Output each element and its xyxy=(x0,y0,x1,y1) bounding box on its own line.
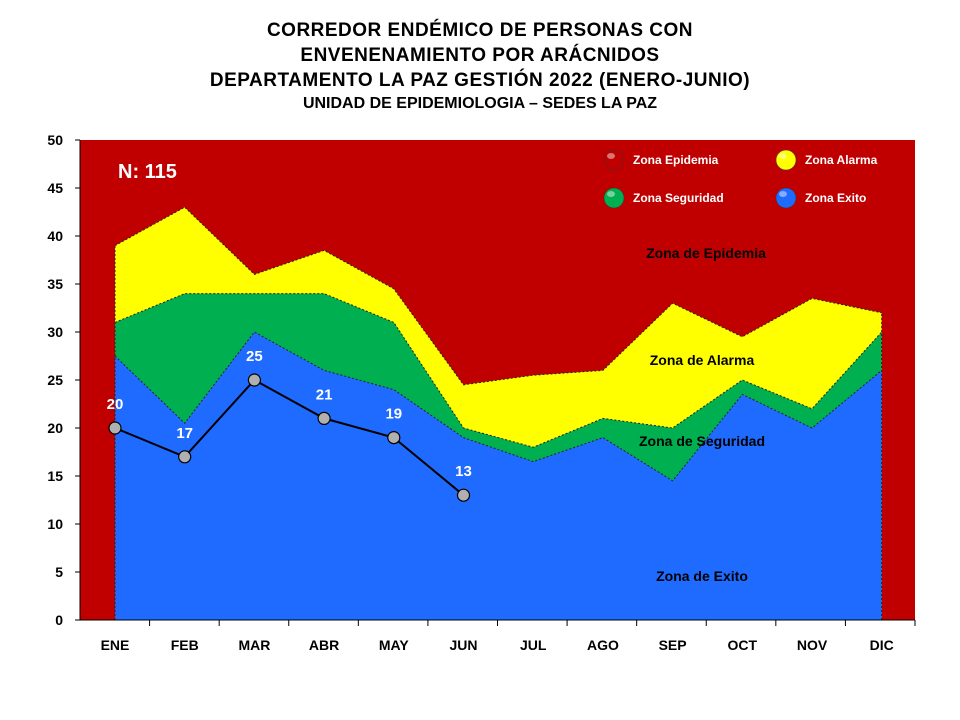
title-line-1: CORREDOR ENDÉMICO DE PERSONAS CON xyxy=(266,20,694,41)
legend-item: Zona Exito xyxy=(775,187,866,209)
legend-swatch-highlight xyxy=(607,191,615,197)
y-tick-label: 5 xyxy=(55,564,63,580)
legend-item: Zona Seguridad xyxy=(603,187,724,209)
zone-label-seguridad: Zona de Seguridad xyxy=(639,433,765,449)
legend-item: Zona Alarma xyxy=(775,149,878,171)
n-count-label: N: 115 xyxy=(118,161,177,183)
observed-series-line xyxy=(114,378,465,496)
observed-data-label: 19 xyxy=(385,406,402,423)
legend-label: Zona Alarma xyxy=(805,153,878,167)
x-tick-label: MAR xyxy=(238,637,270,653)
observed-point xyxy=(108,421,122,435)
y-tick-label: 0 xyxy=(55,612,63,628)
legend-item: Zona Epidemia xyxy=(603,149,719,171)
x-tick-label: SEP xyxy=(659,637,687,653)
x-tick-label: FEB xyxy=(171,637,199,653)
legend-swatch-highlight xyxy=(607,153,615,159)
legend: Zona Epidemia Zona Alarma Zona Seguridad Zo… xyxy=(603,149,878,209)
legend-swatch xyxy=(603,149,625,171)
y-tick-label: 50 xyxy=(47,132,63,148)
x-tick-label: OCT xyxy=(728,637,758,653)
x-tick-label: ABR xyxy=(309,637,339,653)
axes: 0 5 10 15 20 25 30 35 40 45 50 ENE FEB MAR ABR MAY JUN JU… xyxy=(47,132,916,653)
observed-data-label: 25 xyxy=(246,348,263,365)
legend-swatch xyxy=(603,187,625,209)
observed-data-label: 13 xyxy=(455,463,472,480)
observed-data-label: 17 xyxy=(176,425,193,442)
legend-swatch-highlight xyxy=(779,153,787,159)
y-tick-label: 15 xyxy=(47,468,63,484)
observed-point xyxy=(247,373,261,387)
y-tick-label: 40 xyxy=(47,228,63,244)
y-tick-label: 25 xyxy=(47,372,63,388)
legend-swatch xyxy=(775,149,797,171)
x-tick-label: DIC xyxy=(870,637,894,653)
observed-data-label: 20 xyxy=(107,396,124,413)
zone-exito-area xyxy=(115,332,882,620)
x-tick-label: JUN xyxy=(449,637,477,653)
legend-label: Zona Epidemia xyxy=(633,153,719,167)
title-line-4: UNIDAD DE EPIDEMIOLOGIA – SEDES LA PAZ xyxy=(302,95,658,112)
y-tick-label: 45 xyxy=(47,180,63,196)
chart-title: CORREDOR ENDÉMICO DE PERSONAS CON ENVENE… xyxy=(0,18,960,115)
y-tick-label: 30 xyxy=(47,324,63,340)
observed-point xyxy=(178,450,192,464)
legend-label: Zona Exito xyxy=(805,191,866,205)
zone-label-alarma: Zona de Alarma xyxy=(650,352,755,368)
boundary-seguridad xyxy=(114,293,883,448)
plot-area: 20 17 25 21 19 13 xyxy=(80,140,915,620)
y-tick-label: 10 xyxy=(47,516,63,532)
observed-point xyxy=(456,488,471,502)
zone-label-exito: Zona de Exito xyxy=(656,568,748,584)
legend-swatch-highlight xyxy=(779,191,787,197)
boundary-exito xyxy=(114,331,883,482)
x-tick-label: ENE xyxy=(101,637,130,653)
boundary-alarma xyxy=(114,206,882,386)
x-tick-label: MAY xyxy=(379,637,409,653)
title-line-2: ENVENENAMIENTO POR ARÁCNIDOS xyxy=(300,45,660,66)
zone-label-epidemia: Zona de Epidemia xyxy=(646,245,766,261)
observed-point xyxy=(387,431,401,445)
title-line-3: DEPARTAMENTO LA PAZ GESTIÓN 2022 (ENERO-… xyxy=(209,70,751,91)
x-tick-label: AGO xyxy=(587,637,619,653)
y-tick-label: 20 xyxy=(47,420,63,436)
x-tick-label: JUL xyxy=(520,637,547,653)
observed-point xyxy=(317,411,331,425)
legend-swatch xyxy=(775,187,797,209)
legend-label: Zona Seguridad xyxy=(633,191,724,205)
observed-data-label: 21 xyxy=(316,386,333,403)
x-tick-label: NOV xyxy=(797,637,828,653)
y-tick-label: 35 xyxy=(47,276,63,292)
